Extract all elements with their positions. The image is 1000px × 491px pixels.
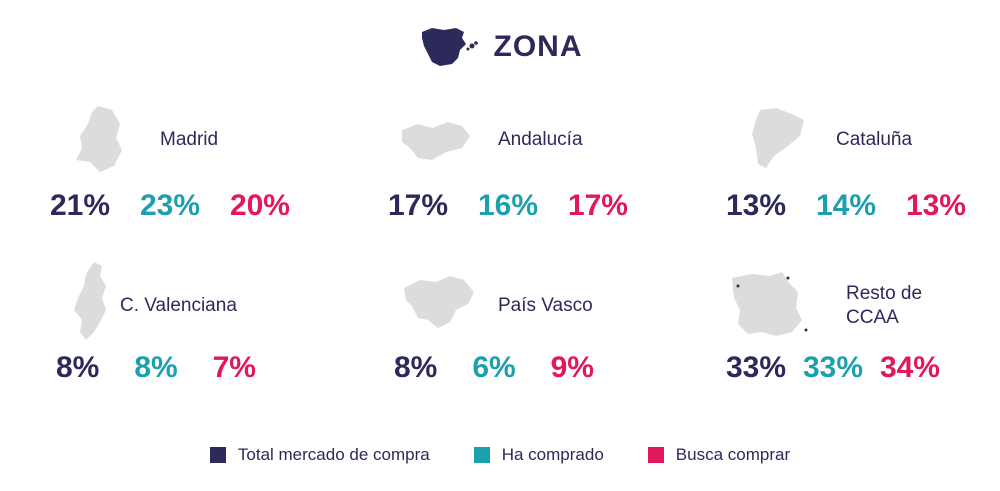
cataluna-map-icon bbox=[752, 108, 804, 168]
region-c-valenciana: C. Valenciana 8% 8% 7% bbox=[56, 262, 296, 392]
region-name: Andalucía bbox=[498, 129, 583, 150]
region-values: 21% 23% 20% bbox=[50, 186, 290, 226]
legend-label: Ha comprado bbox=[501, 445, 604, 464]
legend-swatch-total bbox=[209, 447, 226, 463]
value-bought: 16% bbox=[477, 189, 539, 222]
region-values: 13% 14% 13% bbox=[726, 186, 966, 226]
value-bought: 14% bbox=[815, 189, 877, 222]
pais-vasco-map-icon bbox=[404, 276, 474, 328]
legend-swatch-seek bbox=[647, 447, 664, 463]
value-bought: 6% bbox=[472, 351, 516, 384]
chart-title: ZONA bbox=[493, 30, 583, 63]
region-values: 17% 16% 17% bbox=[388, 186, 628, 226]
madrid-map-icon bbox=[76, 106, 122, 172]
c-valenciana-map-icon bbox=[74, 262, 106, 340]
region-name: Cataluña bbox=[836, 129, 913, 150]
resto-ccaa-map-icon bbox=[732, 272, 808, 336]
legend: Total mercado de compra Ha comprado Busc… bbox=[0, 440, 1000, 470]
value-bought: 33% bbox=[802, 351, 864, 384]
legend-item-seek: Busca comprar bbox=[647, 445, 791, 465]
legend-item-total: Total mercado de compra bbox=[209, 445, 430, 465]
value-bought: 8% bbox=[134, 351, 178, 384]
value-total: 21% bbox=[50, 189, 111, 222]
value-seek: 20% bbox=[229, 189, 290, 222]
region-values: 8% 6% 9% bbox=[394, 348, 594, 388]
value-seek: 13% bbox=[905, 189, 966, 222]
legend-label: Total mercado de compra bbox=[237, 445, 430, 464]
region-name: Resto de CCAA bbox=[846, 283, 923, 328]
value-total: 13% bbox=[726, 189, 787, 222]
region-madrid: Madrid 21% 23% 20% bbox=[50, 100, 290, 230]
region-name: Madrid bbox=[160, 129, 219, 150]
region-values: 33% 33% 34% bbox=[726, 348, 940, 388]
legend-item-bought: Ha comprado bbox=[473, 445, 604, 465]
value-total: 17% bbox=[388, 189, 449, 222]
value-total: 33% bbox=[726, 351, 787, 384]
spain-map-icon bbox=[421, 28, 478, 66]
region-andalucia: Andalucía 17% 16% 17% bbox=[388, 100, 628, 230]
value-total: 8% bbox=[394, 351, 438, 384]
region-name: País Vasco bbox=[498, 295, 593, 316]
value-seek: 34% bbox=[879, 351, 940, 384]
value-seek: 9% bbox=[550, 351, 594, 384]
region-pais-vasco: País Vasco 8% 6% 9% bbox=[394, 262, 634, 392]
legend-label: Busca comprar bbox=[675, 445, 791, 464]
region-name: C. Valenciana bbox=[120, 295, 237, 316]
region-resto-ccaa: Resto de CCAA 33% 33% 34% bbox=[726, 262, 966, 392]
region-cataluna: Cataluña 13% 14% 13% bbox=[726, 100, 966, 230]
value-seek: 17% bbox=[567, 189, 628, 222]
andalucia-map-icon bbox=[402, 122, 470, 160]
chart-header: ZONA bbox=[0, 22, 1000, 72]
value-seek: 7% bbox=[212, 351, 256, 384]
value-bought: 23% bbox=[139, 189, 201, 222]
region-values: 8% 8% 7% bbox=[56, 348, 256, 388]
legend-swatch-bought bbox=[473, 447, 490, 463]
value-total: 8% bbox=[56, 351, 100, 384]
